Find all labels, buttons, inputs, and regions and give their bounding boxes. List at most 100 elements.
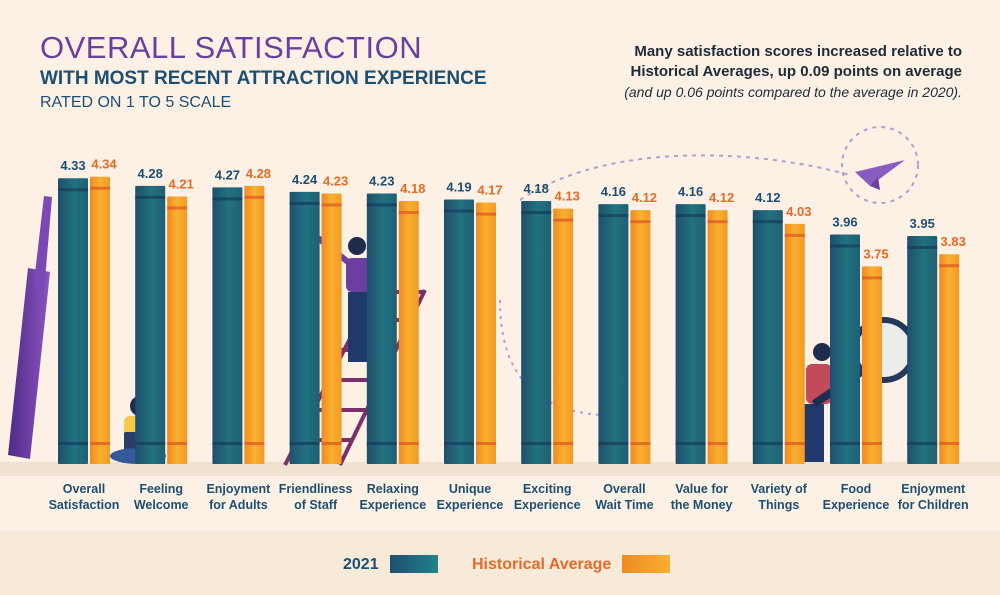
category-label: Feeling — [139, 482, 183, 496]
bar-historical-spine-band — [476, 212, 496, 216]
bar-2021 — [366, 193, 397, 464]
bar-2021-spine-band — [830, 244, 860, 248]
category-label: Friendliness — [279, 482, 353, 496]
bar-2021 — [907, 236, 938, 464]
legend-band — [0, 530, 1000, 595]
value-label-historical: 4.34 — [91, 157, 117, 172]
bar-historical-spine-band — [784, 442, 805, 445]
value-label-2021: 4.33 — [60, 158, 85, 173]
bar-2021-spine-band — [444, 209, 474, 213]
value-label-historical: 4.17 — [477, 183, 502, 198]
bar-historical-spine-band — [784, 233, 805, 237]
category-label: Exciting — [523, 482, 572, 496]
annotation-box: Many satisfaction scores increased relat… — [542, 42, 962, 102]
value-label-2021: 4.23 — [369, 173, 394, 188]
bar-2021 — [521, 201, 552, 465]
category-label: for Children — [898, 498, 969, 512]
bar-historical — [862, 266, 882, 464]
legend-swatch-historical — [622, 555, 670, 573]
value-label-historical: 4.13 — [555, 189, 580, 204]
value-label-2021: 4.16 — [601, 184, 626, 199]
bar-2021-spine-band — [366, 203, 397, 207]
bar-historical-spine-band — [862, 442, 882, 445]
value-label-2021: 4.28 — [138, 166, 163, 181]
bar-2021 — [675, 204, 706, 464]
bar-historical-spine-band — [167, 442, 188, 445]
category-label: Unique — [449, 482, 491, 496]
value-label-2021: 3.96 — [832, 214, 857, 229]
category-label: of Staff — [294, 498, 338, 512]
bar-historical-spine-band — [553, 442, 574, 445]
bar-historical-spine-band — [630, 220, 651, 224]
bar-2021 — [135, 185, 166, 464]
bar-2021-spine-band — [212, 442, 243, 445]
category-label: Experience — [823, 498, 890, 512]
category-label: Relaxing — [367, 482, 419, 496]
category-label: Things — [758, 498, 799, 512]
shelf — [0, 462, 1000, 476]
bar-2021 — [212, 187, 243, 465]
bar-historical-spine-band — [90, 442, 110, 445]
bar-historical-spine-band — [939, 442, 960, 445]
bar-historical-spine-band — [630, 442, 651, 445]
value-label-historical: 4.18 — [400, 181, 425, 196]
bar-2021-spine-band — [907, 246, 938, 249]
bar-2021-spine-band — [58, 442, 88, 445]
category-label: Experience — [359, 498, 426, 512]
bar-historical — [553, 208, 574, 464]
bar-historical-spine-band — [244, 442, 265, 445]
leaning-book-illustration — [8, 196, 52, 459]
bar-historical — [244, 185, 265, 464]
bar-historical-spine-band — [398, 442, 419, 445]
category-label: Enjoyment — [901, 482, 966, 496]
bar-historical-spine-band — [167, 206, 188, 210]
bar-2021 — [444, 199, 474, 464]
category-label: Experience — [514, 498, 581, 512]
bar-2021-spine-band — [135, 195, 166, 199]
dashed-arc-decoration — [499, 299, 601, 416]
category-label: Value for — [675, 482, 728, 496]
bar-historical-spine-band — [707, 220, 728, 224]
bar-historical — [398, 201, 419, 465]
legend-swatch-2021 — [390, 555, 438, 573]
value-label-2021: 3.95 — [910, 216, 935, 231]
bar-historical-spine-band — [398, 211, 419, 215]
bar-2021-spine-band — [521, 442, 552, 445]
bar-2021-spine-band — [58, 188, 88, 192]
bar-2021 — [752, 210, 783, 464]
bar-2021-spine-band — [752, 220, 783, 224]
category-label: Welcome — [134, 498, 189, 512]
value-label-historical: 4.03 — [786, 204, 811, 219]
scale-note: RATED ON 1 TO 5 SCALE — [40, 94, 232, 111]
bar-2021-spine-band — [366, 442, 397, 445]
page-title: OVERALL SATISFACTION — [40, 30, 423, 65]
annotation-line-1: Many satisfaction scores increased relat… — [634, 43, 962, 60]
bar-2021-spine-band — [598, 214, 629, 218]
bar-2021-spine-band — [212, 197, 243, 201]
bar-2021 — [598, 204, 629, 464]
annotation-line-3: (and up 0.06 points compared to the aver… — [624, 84, 962, 100]
bar-historical-spine-band — [321, 203, 342, 207]
bar-historical — [476, 202, 496, 464]
bar-2021-spine-band — [289, 201, 320, 205]
bar-historical-spine-band — [862, 276, 882, 280]
bar-2021-spine-band — [752, 442, 783, 445]
legend-label-historical: Historical Average — [472, 556, 612, 573]
bar-historical-spine-band — [244, 195, 265, 199]
category-label: Overall — [603, 482, 645, 496]
page-subtitle: WITH MOST RECENT ATTRACTION EXPERIENCE — [40, 68, 487, 89]
bar-historical — [321, 193, 342, 464]
bar-historical — [90, 176, 110, 464]
bar-historical — [784, 223, 805, 464]
bar-2021-spine-band — [135, 442, 166, 445]
value-label-historical: 3.83 — [941, 234, 966, 249]
bar-2021-spine-band — [675, 442, 706, 445]
value-label-2021: 4.19 — [446, 180, 471, 195]
bar-2021-spine-band — [830, 442, 860, 445]
bar-historical — [167, 196, 188, 465]
value-label-2021: 4.16 — [678, 184, 703, 199]
bar-historical — [630, 210, 651, 464]
category-label: Experience — [437, 498, 504, 512]
